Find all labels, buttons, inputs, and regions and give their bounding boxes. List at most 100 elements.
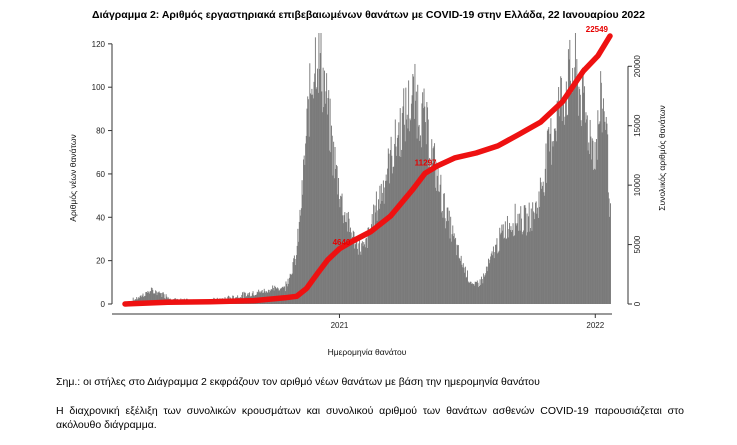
daily-death-bar [501,224,503,304]
daily-death-bar [140,295,142,304]
daily-death-bar [375,191,377,304]
daily-death-bar [577,115,579,304]
daily-death-bar [339,207,341,304]
daily-death-bar [607,192,609,304]
daily-death-bar [578,86,580,304]
daily-death-bar [595,139,597,304]
daily-death-bar [512,223,514,304]
daily-death-bar [321,112,323,305]
daily-death-bar [348,218,350,304]
daily-death-bar [574,33,576,304]
y2-tick-label: 10000 [633,173,642,196]
daily-death-bar [441,212,443,304]
daily-death-bar [423,88,425,305]
daily-death-bar [354,248,356,304]
daily-death-bar [132,297,134,304]
daily-death-bar [477,282,479,304]
daily-death-bar [310,93,311,305]
daily-death-bar [561,121,563,304]
daily-death-bar [393,166,395,304]
cumulative-callout: 22549 [586,25,609,34]
daily-death-bar [505,239,507,304]
daily-death-bar [551,164,553,304]
daily-death-bar [600,82,602,304]
daily-death-bar [577,74,579,304]
daily-death-bar [150,291,152,304]
daily-death-bar [598,124,600,305]
daily-death-bar [356,248,358,304]
daily-death-bar [596,159,598,304]
daily-death-bar [579,89,581,304]
daily-death-bar [485,266,487,304]
daily-death-bar [359,237,361,304]
daily-death-bar [510,226,512,304]
daily-death-bar [515,223,517,304]
daily-death-bar [554,128,556,304]
daily-death-bar [583,92,585,305]
daily-death-bar [502,224,504,304]
daily-death-bar [437,163,439,304]
daily-death-bar [526,213,528,304]
daily-death-bar [335,168,337,304]
daily-death-bar [602,98,604,304]
daily-death-bar [467,281,469,304]
daily-death-bar [523,230,525,304]
daily-death-bar [582,70,584,304]
daily-death-bar [331,135,333,304]
daily-death-bar [429,171,431,304]
daily-death-bar [446,221,447,304]
daily-death-bar [365,238,367,304]
daily-death-bar [469,281,471,304]
daily-death-bar [322,67,324,305]
daily-death-bar [531,230,533,304]
daily-death-bar [537,217,539,304]
y-tick-label: 80 [96,127,105,136]
daily-death-bar [555,130,557,304]
daily-death-bar [479,279,481,304]
daily-death-bar [298,221,300,304]
daily-death-bar [574,67,576,304]
daily-death-bar [431,139,433,304]
daily-death-bar [453,236,454,304]
daily-death-bar [404,141,406,304]
daily-death-bar [374,205,376,304]
y-axis-right: 0 5000 10000 15000 20000 [627,55,642,306]
daily-death-bar [329,98,331,305]
daily-death-bar [562,97,564,305]
daily-death-bar [299,209,301,304]
daily-death-bar [441,210,443,304]
daily-death-bar [443,193,445,304]
daily-death-bar [570,84,572,304]
daily-death-bar [324,70,325,304]
daily-death-bar [382,192,384,304]
daily-death-bar [570,80,571,304]
daily-death-bar [549,133,551,304]
daily-death-bar [387,168,389,304]
daily-death-bar [347,231,349,304]
daily-death-bar [536,213,538,304]
daily-death-bar [360,254,362,304]
daily-death-bar [258,289,260,304]
y-tick-label: 100 [92,83,106,92]
daily-death-bar [289,277,290,304]
daily-death-bar [151,287,153,304]
daily-death-bar [436,190,438,304]
daily-death-bar [496,238,498,304]
daily-death-bar [603,111,605,304]
daily-death-bar [388,153,390,304]
daily-death-bar [566,115,568,304]
daily-death-bar [308,136,310,304]
daily-death-bar [490,256,492,304]
daily-death-bar [319,53,321,304]
daily-death-bar [398,122,400,304]
daily-death-bar [468,282,470,304]
description-paragraph: Η διαχρονική εξέλιξη των συνολικών κρουσ… [56,405,684,431]
daily-death-bar [318,33,320,304]
daily-death-bar [537,207,539,304]
daily-death-bar [301,180,303,304]
daily-death-bar [150,287,152,304]
daily-death-bar [519,230,521,304]
daily-death-bar [163,294,165,304]
daily-death-bar [153,293,155,304]
daily-death-bar [355,236,357,304]
